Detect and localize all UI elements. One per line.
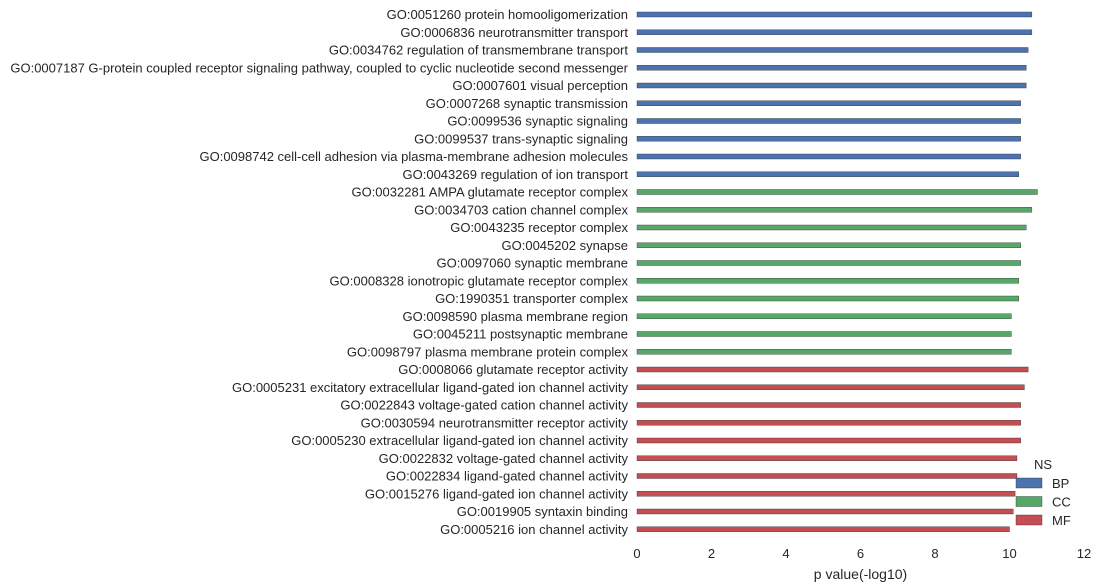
bar-bp bbox=[636, 29, 1033, 35]
bar-cc bbox=[636, 260, 1021, 266]
bar-cc bbox=[636, 295, 1020, 302]
legend-label: MF bbox=[1052, 513, 1071, 528]
bar-cc bbox=[636, 278, 1020, 284]
category-label: GO:0022843 voltage-gated cation channel … bbox=[340, 398, 628, 413]
bar-mf bbox=[636, 366, 1029, 373]
category-label: GO:0098797 plasma membrane protein compl… bbox=[347, 344, 629, 359]
bar-cc bbox=[636, 331, 1012, 337]
bar-mf bbox=[636, 508, 1014, 515]
legend-swatch-cc bbox=[1015, 496, 1043, 507]
category-label: GO:0097060 synaptic membrane bbox=[437, 256, 629, 271]
legend-swatch-bp bbox=[1015, 477, 1043, 489]
x-axis-title: p value(-log10) bbox=[814, 566, 907, 582]
category-label: GO:0007601 visual perception bbox=[452, 78, 628, 93]
bar-bp bbox=[636, 136, 1021, 142]
bar-bp bbox=[636, 153, 1021, 160]
bar-cc bbox=[636, 189, 1038, 195]
category-label: GO:0005230 extracellular ligand-gated io… bbox=[291, 433, 628, 448]
legend-title: NS bbox=[1034, 457, 1052, 472]
legend-swatch-mf bbox=[1015, 514, 1043, 526]
category-label: GO:0015276 ligand-gated ion channel acti… bbox=[365, 486, 629, 501]
bar-bp bbox=[636, 100, 1021, 106]
category-label: GO:0030594 neurotransmitter receptor act… bbox=[361, 415, 629, 430]
category-label: GO:0045202 synapse bbox=[502, 238, 628, 253]
bar-cc bbox=[636, 224, 1027, 231]
x-tick-label: 4 bbox=[782, 546, 789, 561]
bar-bp bbox=[636, 65, 1027, 71]
category-label: GO:0034703 cation channel complex bbox=[414, 202, 628, 217]
x-tick-label: 2 bbox=[708, 546, 715, 561]
bar-cc bbox=[636, 313, 1012, 319]
category-label: GO:0005216 ion channel activity bbox=[440, 522, 628, 537]
bar-mf bbox=[636, 473, 1018, 479]
legend-label: CC bbox=[1052, 495, 1071, 510]
category-label: GO:0034762 regulation of transmembrane t… bbox=[329, 43, 629, 58]
bars-layer bbox=[636, 11, 1038, 532]
bar-cc bbox=[636, 207, 1033, 213]
category-label: GO:0008328 ionotropic glutamate receptor… bbox=[330, 273, 629, 288]
category-label: GO:0098590 plasma membrane region bbox=[403, 309, 628, 324]
bar-mf bbox=[636, 455, 1018, 461]
category-label: GO:0007268 synaptic transmission bbox=[426, 96, 628, 111]
bar-bp bbox=[636, 47, 1029, 53]
bar-mf bbox=[636, 437, 1021, 444]
category-label: GO:0098742 cell-cell adhesion via plasma… bbox=[199, 149, 628, 164]
legend-label: BP bbox=[1052, 476, 1069, 491]
bar-mf bbox=[636, 491, 1016, 497]
category-label: GO:1990351 transporter complex bbox=[435, 291, 628, 306]
bar-bp bbox=[636, 118, 1021, 124]
category-label: GO:0043269 regulation of ion transport bbox=[403, 167, 629, 182]
bar-mf bbox=[636, 420, 1021, 426]
bar-cc bbox=[636, 242, 1021, 248]
x-tick-label: 10 bbox=[1002, 546, 1016, 561]
bar-mf bbox=[636, 402, 1021, 408]
bar-mf bbox=[636, 526, 1010, 532]
bar-bp bbox=[636, 171, 1020, 177]
x-tick-label: 12 bbox=[1077, 546, 1091, 561]
category-label: GO:0022834 ligand-gated channel activity bbox=[386, 469, 629, 484]
x-axis: 0 2 4 6 8 10 12 bbox=[633, 546, 1091, 561]
category-label: GO:0005231 excitatory extracellular liga… bbox=[232, 380, 629, 395]
category-label: GO:0007187 G-protein coupled receptor si… bbox=[10, 60, 628, 75]
category-label: GO:0051260 protein homooligomerization bbox=[387, 7, 628, 22]
category-label: GO:0019905 syntaxin binding bbox=[457, 504, 628, 519]
bar-cc bbox=[636, 349, 1012, 355]
category-label: GO:0099537 trans-synaptic signaling bbox=[414, 131, 628, 146]
category-label: GO:0032281 AMPA glutamate receptor compl… bbox=[351, 185, 628, 200]
category-label: GO:0008066 glutamate receptor activity bbox=[398, 362, 628, 377]
bar-mf bbox=[636, 384, 1025, 390]
x-tick-label: 8 bbox=[931, 546, 938, 561]
category-label: GO:0022832 voltage-gated channel activit… bbox=[379, 451, 629, 466]
bar-bp bbox=[636, 82, 1027, 89]
bar-bp bbox=[636, 11, 1033, 18]
category-labels: GO:0051260 protein homooligomerization GO… bbox=[10, 7, 628, 537]
category-label: GO:0045211 postsynaptic membrane bbox=[413, 327, 628, 342]
x-tick-label: 0 bbox=[633, 546, 640, 561]
x-tick-label: 6 bbox=[857, 546, 864, 561]
category-label: GO:0006836 neurotransmitter transport bbox=[400, 25, 628, 40]
category-label: GO:0043235 receptor complex bbox=[450, 220, 628, 235]
category-label: GO:0099536 synaptic signaling bbox=[447, 114, 628, 129]
